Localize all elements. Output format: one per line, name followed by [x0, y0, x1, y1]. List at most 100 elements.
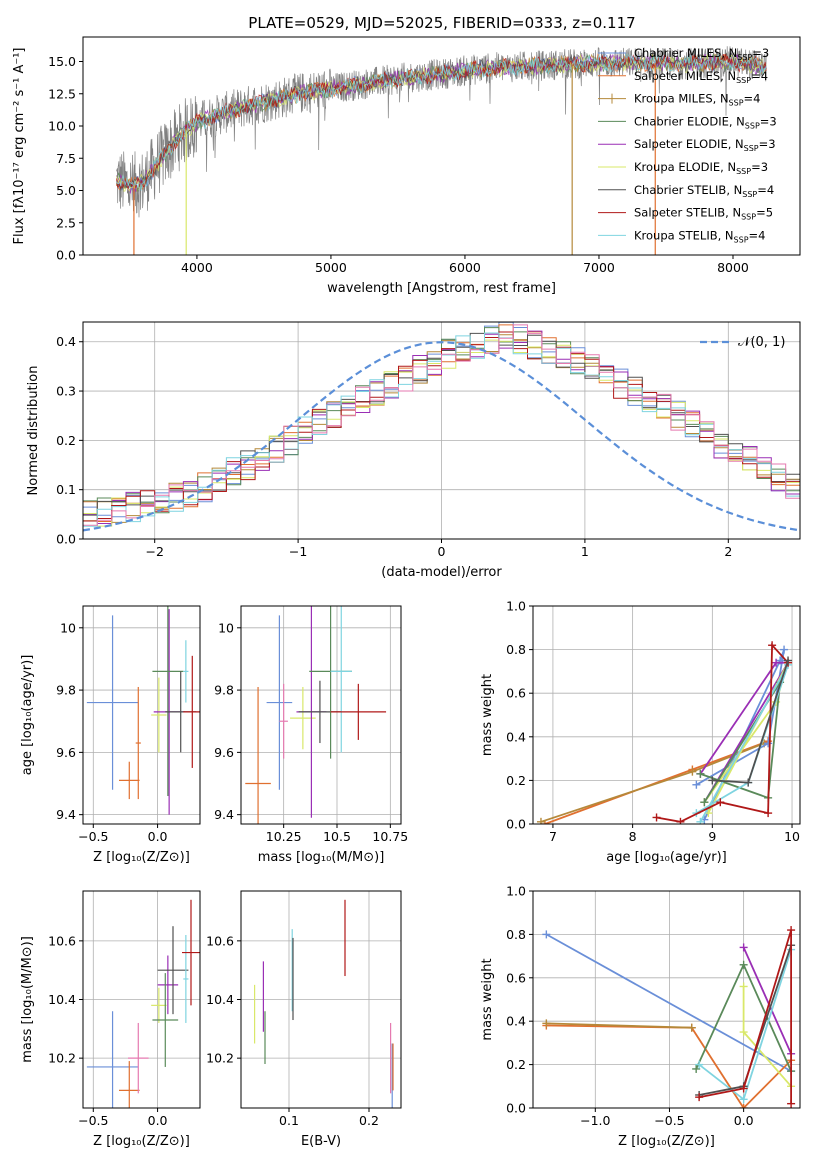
y-tick-label: 5.0: [56, 183, 76, 198]
x-tick-label: 0.0: [148, 829, 168, 844]
legend-label-main: Kroupa MILES, N: [634, 92, 729, 106]
line-plot-area: [542, 926, 796, 1108]
x-tick-label: −0.5: [78, 829, 108, 844]
mass-vs-Z-panel: −0.5 0.0 10.2 10.4 10.6 Z [log₁₀(Z/Z⊙)] mass […: [20, 890, 201, 1149]
observed-spectrum-line: [116, 46, 767, 218]
mass-weight-line: [545, 933, 792, 1072]
mw-vs-age-panel: 7 8 9 10 0.0 0.2 0.4 0.6 0.8 1.0 age [log₁₀(age/yr…: [480, 599, 801, 865]
plot-frame: [532, 605, 801, 825]
y-tick-label: 12.5: [48, 86, 76, 101]
x-tick-label: 8: [629, 829, 637, 844]
y-tick-label: 9.6: [214, 745, 234, 760]
y-tick-label: 1.0: [506, 599, 526, 614]
legend-label-main: Salpeter MILES, N: [634, 69, 736, 83]
legend-label-sub: SSP: [742, 190, 757, 199]
x-tick-label: −1.0: [580, 1113, 610, 1128]
legend-label-sub: SSP: [745, 121, 760, 130]
legend-label-tail: =3: [751, 160, 768, 174]
x-tick-label: −1: [289, 544, 307, 559]
y-tick-label: 10.2: [206, 1051, 234, 1066]
spectrum-plot-area: [116, 46, 767, 255]
y-tick-label: 0.6: [506, 970, 526, 985]
legend-label-sub: SSP: [737, 53, 752, 62]
age-vs-mass-panel: 10.25 10.5 10.75 9.4 9.6 9.8 10 mass [log₁₀(M/M…: [214, 605, 408, 865]
legend-label: Salpeter MILES, NSSP=4: [634, 69, 768, 85]
y-tick-label: 0.2: [56, 433, 76, 448]
x-tick-label: 4000: [181, 260, 213, 275]
x-tick-label: 10: [784, 829, 800, 844]
legend-label-sub: SSP: [736, 76, 751, 85]
x-tick-label: 7: [549, 829, 557, 844]
x-tick-label: 0.0: [734, 1113, 754, 1128]
x-tick-label: 0.1: [279, 1113, 299, 1128]
y-tick-label: 0.8: [506, 642, 526, 657]
x-tick-label: −0.5: [78, 1113, 108, 1128]
y-tick-label: 9.4: [56, 807, 76, 822]
y-tick-label: 0.8: [506, 927, 526, 942]
legend-label-main: Salpeter STELIB, N: [634, 206, 741, 220]
gaussian-curve: [83, 341, 800, 532]
x-tick-label: 7000: [583, 260, 615, 275]
x-tick-label: 10.25: [266, 829, 302, 844]
y-tick-label: 10.2: [48, 1051, 76, 1066]
legend-label: Salpeter STELIB, NSSP=5: [634, 206, 773, 222]
legend-label-tail: =3: [760, 114, 777, 128]
y-tick-label: 10.0: [48, 119, 76, 134]
x-axis-label: mass [log₁₀(M/M⊙)]: [258, 850, 385, 865]
plot-frame: [82, 36, 801, 256]
legend-label: Kroupa STELIB, NSSP=4: [634, 228, 765, 244]
mass-weight-line: [546, 1024, 792, 1108]
residuals-panel: −2 −1 0 1 2 0.0 0.1 0.2 0.3 0.4 (data-model)/error…: [26, 321, 801, 580]
legend-label-sub: SSP: [741, 213, 756, 222]
x-tick-label: 0.0: [148, 1113, 168, 1128]
errorbar-plot-area: [245, 606, 387, 824]
legend-label-main: Salpeter ELODIE, N: [634, 137, 744, 151]
x-tick-label: 0.2: [359, 1113, 379, 1128]
legend-label: Chabrier ELODIE, NSSP=3: [634, 114, 777, 130]
y-tick-label: 10.6: [48, 933, 76, 948]
mass-weight-line: [742, 947, 792, 1055]
x-tick-label: 1: [581, 544, 589, 559]
legend-label-tail: =3: [752, 46, 769, 60]
errorbar-plot-area: [86, 606, 200, 815]
x-tick-label: 5000: [315, 260, 347, 275]
y-tick-label: 0.1: [56, 482, 76, 497]
mass-vs-ebv-panel: 0.1 0.2 10.2 10.4 10.6 E(B-V): [206, 890, 402, 1149]
x-axis-label: Z [log₁₀(Z/Z⊙)]: [618, 1134, 715, 1149]
y-axis-label: Normed distribution: [26, 366, 41, 496]
x-tick-label: 10.5: [323, 829, 351, 844]
y-tick-label: 0.4: [506, 1014, 526, 1029]
errorbar-plot-area: [86, 899, 200, 1108]
x-tick-label: 10.75: [372, 829, 408, 844]
legend-label: Kroupa ELODIE, NSSP=3: [634, 160, 768, 176]
legend-label: 𝒩(0, 1): [738, 335, 785, 350]
x-axis-label: Z [log₁₀(Z/Z⊙)]: [93, 1134, 190, 1149]
errorbar-plot-area: [254, 899, 394, 1108]
spectrum-panel: 4000 5000 6000 7000 8000 0.0 2.5 5.0 7.5 10.0 12.5…: [12, 36, 801, 296]
y-tick-label: 7.5: [56, 151, 76, 166]
legend-label-main: Kroupa ELODIE, N: [634, 160, 736, 174]
age-vs-Z-panel: −0.5 0.0 9.4 9.6 9.8 10 Z [log₁₀(Z/Z⊙)] age [lo…: [20, 605, 201, 865]
y-tick-label: 0.4: [506, 729, 526, 744]
plot-frame: [240, 605, 402, 825]
y-tick-label: 15.0: [48, 54, 76, 69]
model-spectrum-line: [116, 53, 767, 190]
y-tick-label: 0.4: [56, 334, 76, 349]
model-spectrum-line: [116, 53, 767, 191]
legend-label-sub: SSP: [729, 99, 744, 108]
mass-weight-line: [546, 1022, 692, 1029]
legend-label-tail: =4: [751, 69, 768, 83]
legend-label-tail: =4: [757, 183, 774, 197]
y-axis-label: age [log₁₀(age/yr)]: [20, 655, 35, 776]
legend-label-main: Chabrier ELODIE, N: [634, 114, 745, 128]
y-tick-label: 10: [60, 620, 76, 635]
legend-label-sub: SSP: [734, 235, 749, 244]
y-tick-label: 9.8: [56, 683, 76, 698]
plot-frame: [532, 890, 801, 1109]
line-plot-area: [536, 641, 793, 824]
x-tick-label: −0.5: [654, 1113, 684, 1128]
legend-label-tail: =4: [744, 92, 761, 106]
x-tick-label: 0: [438, 544, 446, 559]
y-axis-label: mass weight: [480, 674, 495, 756]
